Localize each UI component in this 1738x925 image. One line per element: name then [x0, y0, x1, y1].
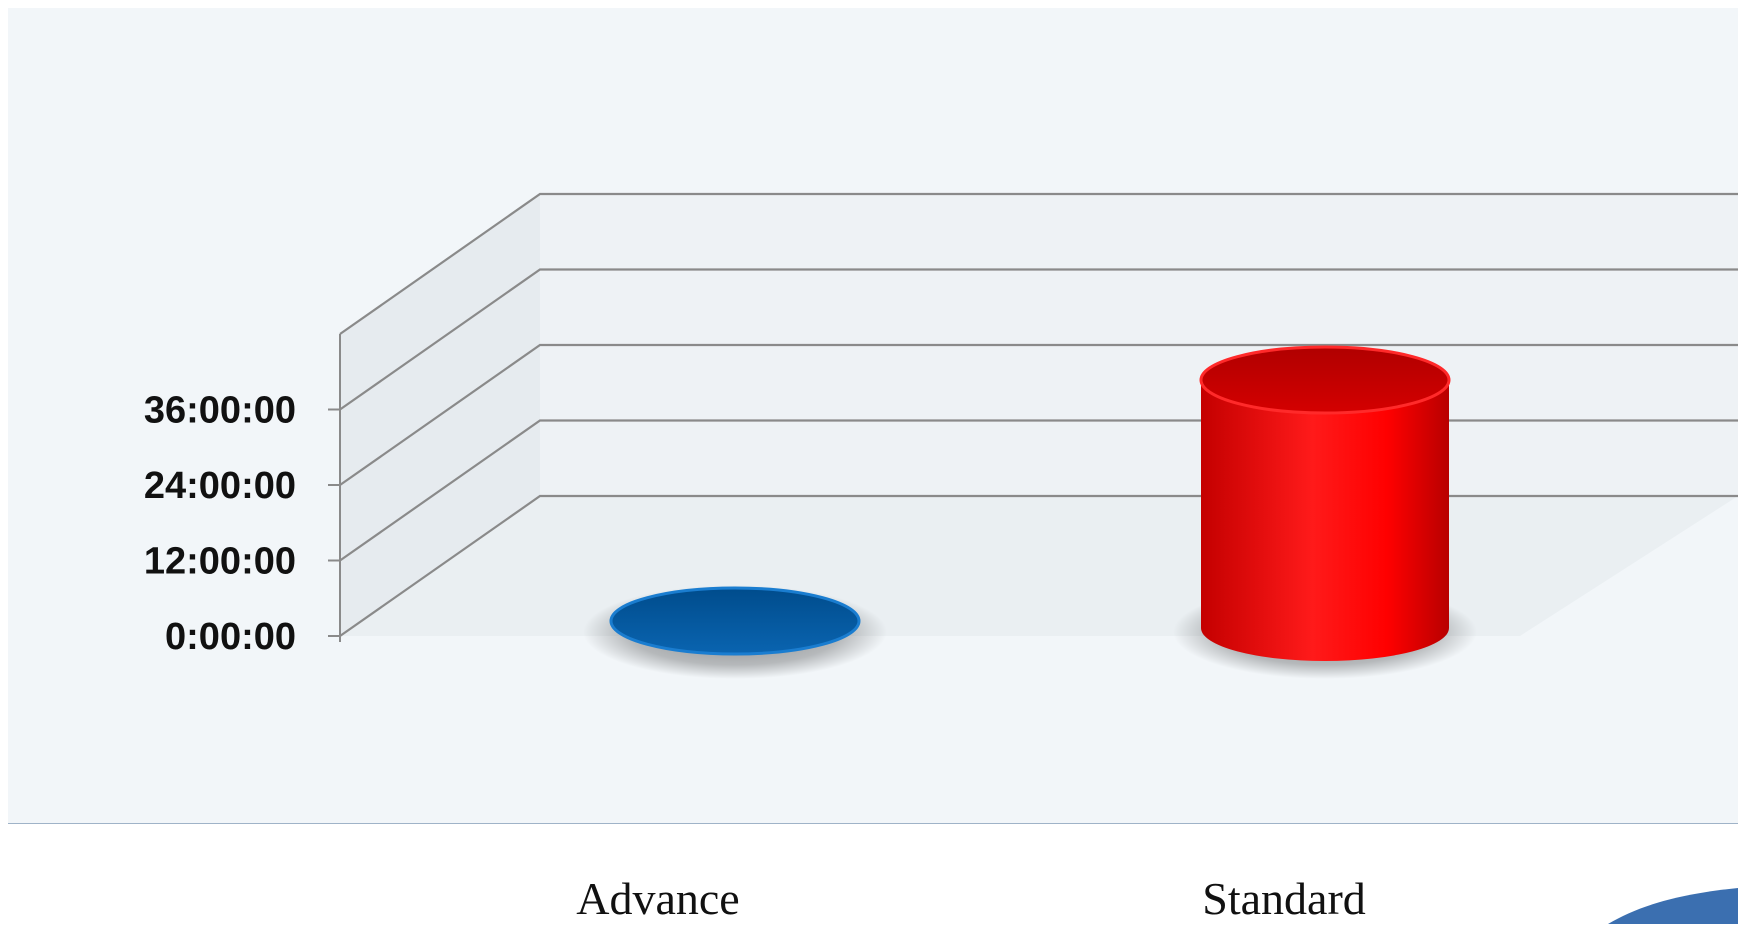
category-label: Standard: [1202, 873, 1366, 924]
bar-disk: [609, 586, 861, 656]
y-tick-label: 12:00:00: [144, 541, 296, 583]
gridline: [339, 268, 1738, 411]
chart-svg: 0:00:00 12:00:00 24:00:00 36:00:00: [144, 192, 1738, 679]
bar-advance: [583, 585, 887, 679]
y-tick-label: 36:00:00: [144, 390, 296, 432]
bar-standard: [1173, 345, 1477, 679]
bar-body: [1201, 380, 1449, 661]
y-tick-label: 0:00:00: [165, 616, 296, 658]
bar-top: [1199, 345, 1451, 415]
category-label: Advance: [576, 873, 740, 924]
bars: [583, 345, 1477, 679]
corner-decoration: [1608, 888, 1738, 924]
chart-area: 0:00:00 12:00:00 24:00:00 36:00:00: [8, 8, 1738, 824]
gridline: [339, 192, 1738, 335]
gridline: [339, 343, 1738, 486]
y-tick-label: 24:00:00: [144, 465, 296, 507]
y-axis: 0:00:00 12:00:00 24:00:00 36:00:00: [144, 334, 341, 658]
floor: [340, 496, 1738, 636]
